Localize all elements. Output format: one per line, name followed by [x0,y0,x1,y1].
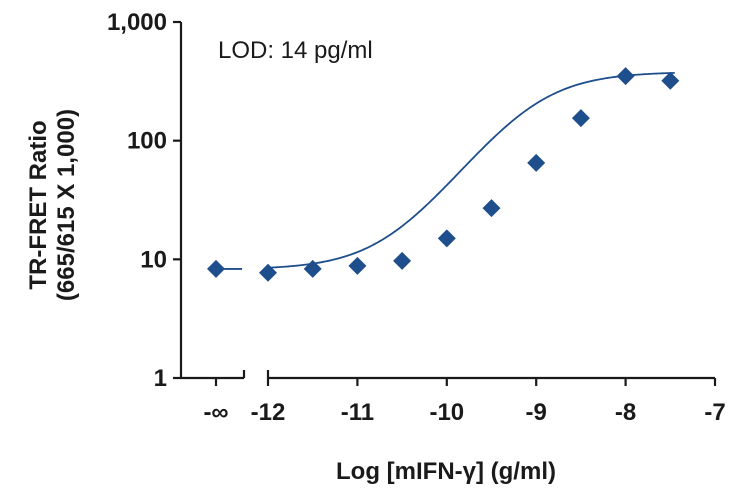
fit-curve [267,72,675,269]
y-tick-label: 1,000 [107,9,167,36]
data-point [437,229,456,248]
data-point [571,109,590,128]
lod-annotation: LOD: 14 pg/ml [218,37,373,64]
data-point [527,153,546,172]
y-axis-title-line1: TR-FRET Ratio [25,120,52,289]
data-points [207,67,680,282]
x-tick-label: -9 [526,399,547,426]
y-axis-title: TR-FRET Ratio (665/615 X 1,000) [25,109,80,301]
y-tick-label: 100 [127,128,167,155]
y-tick-label: 10 [140,246,167,273]
x-tick-label: -11 [341,399,374,426]
data-point [259,263,277,282]
x-tick-label: -12 [251,399,286,426]
y-tick-label: 1 [154,365,167,392]
data-point [661,71,680,90]
axes [173,20,717,386]
x-tick-label: -10 [429,399,464,426]
tick-labels: 1 10 100 1,000 -∞ -12 -11 -10 -9 -8 -7 [107,9,726,426]
data-point [348,256,367,275]
x-tick-label: -8 [615,399,636,426]
data-point [393,251,412,270]
data-point [616,67,635,86]
x-tick-label: -7 [704,399,725,426]
x-axis-title: Log [mIFN-γ] (g/ml) [336,458,556,485]
data-point [482,199,501,218]
data-point [303,259,322,278]
y-axis-title-line2: (665/615 X 1,000) [53,109,80,301]
x-tick-label: -∞ [203,399,228,426]
data-point [207,259,225,278]
